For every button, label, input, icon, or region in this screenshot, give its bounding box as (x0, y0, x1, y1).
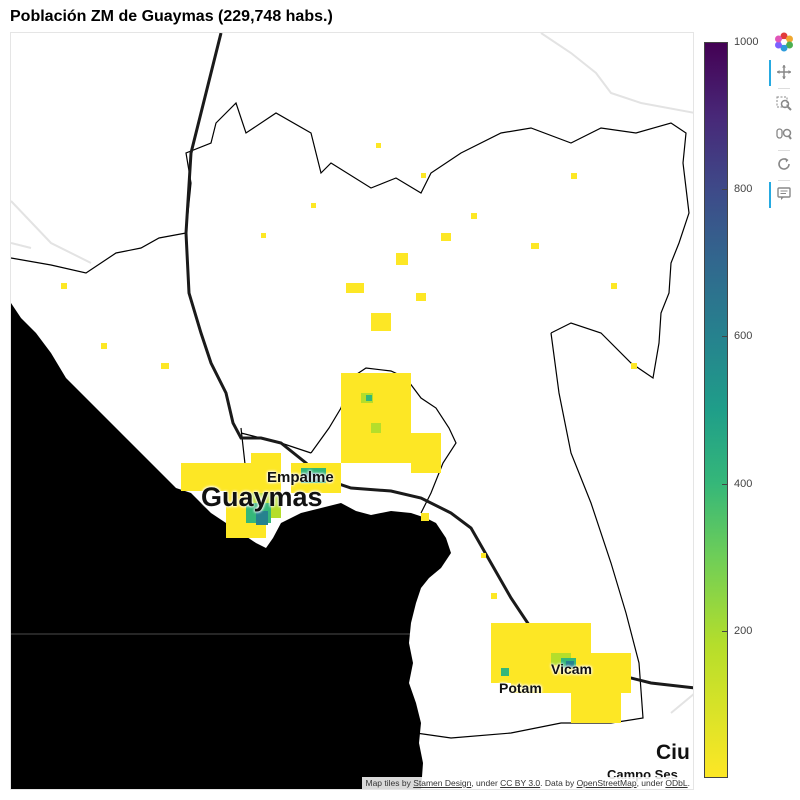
coastline-dark-area (11, 303, 451, 789)
attribution-under2: , under (636, 778, 666, 788)
colorbar-tick-label: 1000 (734, 36, 759, 48)
link-cc-by[interactable]: CC BY 3.0 (500, 778, 541, 788)
reset-tool-button[interactable] (772, 152, 796, 176)
hover-icon (777, 187, 791, 200)
box-zoom-tool-button[interactable] (772, 92, 796, 116)
reset-icon (778, 158, 790, 170)
attribution-prefix: Map tiles by (365, 778, 414, 788)
wheel-zoom-tool-button[interactable] (772, 122, 796, 146)
attribution-under1: , under (471, 778, 501, 788)
attribution-data-by: . Data by (540, 778, 577, 788)
hover-tool-button[interactable] (769, 182, 796, 208)
wheel-zoom-icon (776, 128, 792, 140)
link-stamen[interactable]: Stamen Design (413, 778, 472, 788)
colorbar-tick-label: 600 (734, 330, 753, 343)
toolbar (768, 30, 800, 220)
pan-tool-button[interactable] (769, 60, 796, 86)
label-empalme: Empalme (267, 469, 334, 486)
map-svg[interactable] (11, 33, 694, 790)
map-attribution: Map tiles by Stamen Design, under CC BY … (362, 777, 693, 789)
label-ciudad: Ciu (656, 741, 690, 764)
bay-patch (11, 633, 421, 635)
population-points (61, 143, 637, 723)
colorbar-tick-mark (722, 630, 728, 632)
map-title: Población ZM de Guaymas (229,748 habs.) (10, 8, 333, 25)
map-canvas[interactable]: Empalme Guaymas Vicam Potam Ciu Campo Se… (10, 32, 694, 790)
colorbar-gradient (704, 42, 728, 778)
pan-icon (777, 65, 791, 79)
colorbar-tick-mark (722, 336, 728, 338)
label-potam: Potam (499, 680, 542, 696)
colorbar: 1000 800 600 400 200 (704, 36, 760, 782)
label-vicam: Vicam (551, 661, 592, 677)
label-guaymas: Guaymas (201, 482, 323, 512)
colorbar-tick-mark (722, 42, 728, 43)
basemap-roads (11, 33, 693, 714)
bokeh-logo-icon[interactable] (772, 30, 796, 54)
attribution-suffix: . (687, 778, 690, 788)
link-odbl[interactable]: ODbL (665, 778, 688, 788)
box-zoom-icon (776, 96, 792, 111)
colorbar-tick-label: 800 (734, 183, 753, 196)
colorbar-tick-mark (722, 483, 728, 485)
link-osm[interactable]: OpenStreetMap (576, 778, 637, 788)
colorbar-tick-label: 400 (734, 477, 753, 490)
colorbar-tick-mark (722, 189, 728, 191)
colorbar-tick-label: 200 (734, 624, 753, 637)
